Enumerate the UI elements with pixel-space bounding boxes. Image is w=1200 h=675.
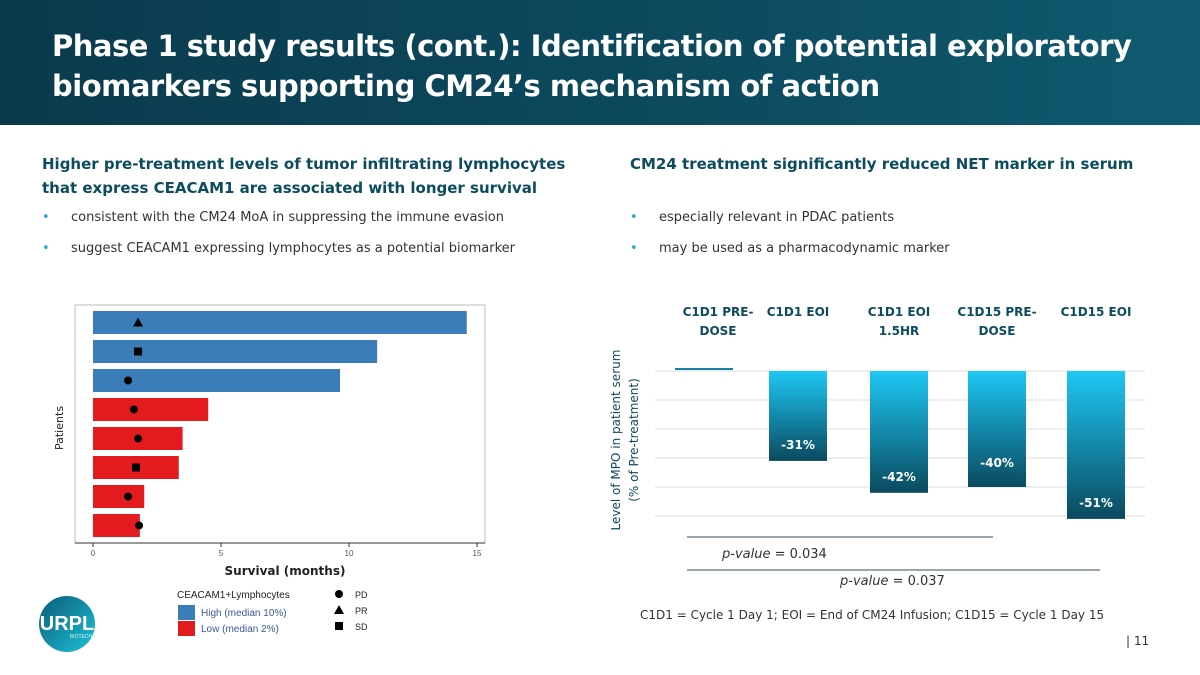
y-axis-title-2: (% of Pre-treatment) bbox=[627, 378, 641, 502]
legend-marker-sd bbox=[335, 622, 343, 630]
legend-marker-label: SD bbox=[355, 622, 368, 632]
x-tick-label: 15 bbox=[473, 549, 482, 558]
mpo-bar bbox=[675, 368, 733, 370]
category-label: C1D15 PRE- bbox=[957, 305, 1036, 319]
pvalue-1: p-value = 0.034 bbox=[722, 547, 827, 562]
legend-title: CEACAM1+Lymphocytes bbox=[177, 590, 290, 601]
x-axis-title: Survival (months) bbox=[225, 564, 346, 578]
survival-bar bbox=[93, 398, 209, 421]
x-tick-label: 0 bbox=[91, 549, 96, 558]
pvalue-2: p-value = 0.037 bbox=[840, 574, 945, 589]
legend-swatch bbox=[178, 605, 195, 620]
x-tick-label: 10 bbox=[345, 549, 354, 558]
survival-bar bbox=[93, 514, 140, 537]
category-label: DOSE bbox=[978, 324, 1015, 338]
left-heading: Higher pre-treatment levels of tumor inf… bbox=[42, 155, 566, 197]
legend-marker-label: PD bbox=[355, 590, 368, 600]
category-label: C1D1 EOI bbox=[868, 305, 931, 319]
legend-marker-pr bbox=[334, 605, 344, 614]
mpo-bar bbox=[1067, 371, 1125, 519]
svg-text:PURPLE: PURPLE bbox=[27, 613, 107, 635]
survival-bar bbox=[93, 311, 467, 334]
data-label: -42% bbox=[882, 470, 916, 484]
survival-bar bbox=[93, 369, 341, 392]
svg-text:BIOTECH: BIOTECH bbox=[70, 634, 93, 640]
data-label: -31% bbox=[781, 438, 815, 452]
survival-bar bbox=[93, 485, 145, 508]
page-number: | 11 bbox=[1126, 634, 1150, 648]
mpo-bar bbox=[870, 371, 928, 493]
response-marker-pd bbox=[135, 521, 144, 530]
right-bullet-1: especially relevant in PDAC patients bbox=[630, 210, 894, 225]
response-marker-sd bbox=[132, 463, 141, 472]
legend-marker-label: PR bbox=[355, 606, 368, 616]
response-marker-pd bbox=[129, 405, 138, 414]
category-label: C1D1 PRE- bbox=[683, 305, 754, 319]
y-axis-title: Patients bbox=[53, 406, 66, 450]
category-label: C1D1 EOI bbox=[767, 305, 830, 319]
footnote: C1D1 = Cycle 1 Day 1; EOI = End of CM24 … bbox=[640, 608, 1105, 622]
right-heading: CM24 treatment significantly reduced NET… bbox=[630, 155, 1134, 173]
legend-label: Low (median 2%) bbox=[201, 624, 279, 635]
response-marker-sd bbox=[134, 347, 143, 356]
category-label: DOSE bbox=[699, 324, 736, 338]
legend-swatch bbox=[178, 621, 195, 636]
left-bullet-1: consistent with the CM24 MoA in suppress… bbox=[42, 210, 504, 225]
mpo-bar bbox=[968, 371, 1026, 487]
left-bullet-2: suggest CEACAM1 expressing lymphocytes a… bbox=[42, 241, 515, 256]
data-label: -51% bbox=[1079, 496, 1113, 510]
response-marker-pd bbox=[124, 376, 133, 385]
right-bullet-2: may be used as a pharmacodynamic marker bbox=[630, 241, 950, 256]
response-marker-pd bbox=[134, 434, 143, 443]
mpo-bar bbox=[769, 371, 827, 461]
legend-label: High (median 10%) bbox=[201, 608, 287, 619]
purple-biotech-logo: PURPLE BIOTECH bbox=[27, 596, 107, 652]
header-band bbox=[0, 0, 1200, 125]
category-label: C1D15 EOI bbox=[1061, 305, 1132, 319]
x-tick-label: 5 bbox=[219, 549, 224, 558]
response-marker-pd bbox=[124, 492, 133, 501]
y-axis-title-1: Level of MPO in patient serum bbox=[609, 350, 623, 531]
survival-bar bbox=[93, 340, 378, 363]
slide-title: Phase 1 study results (cont.): Identific… bbox=[52, 29, 1132, 103]
legend-marker-pd bbox=[335, 590, 343, 598]
category-label: 1.5HR bbox=[879, 324, 920, 338]
response-marker-pr bbox=[133, 317, 144, 327]
data-label: -40% bbox=[980, 456, 1014, 470]
